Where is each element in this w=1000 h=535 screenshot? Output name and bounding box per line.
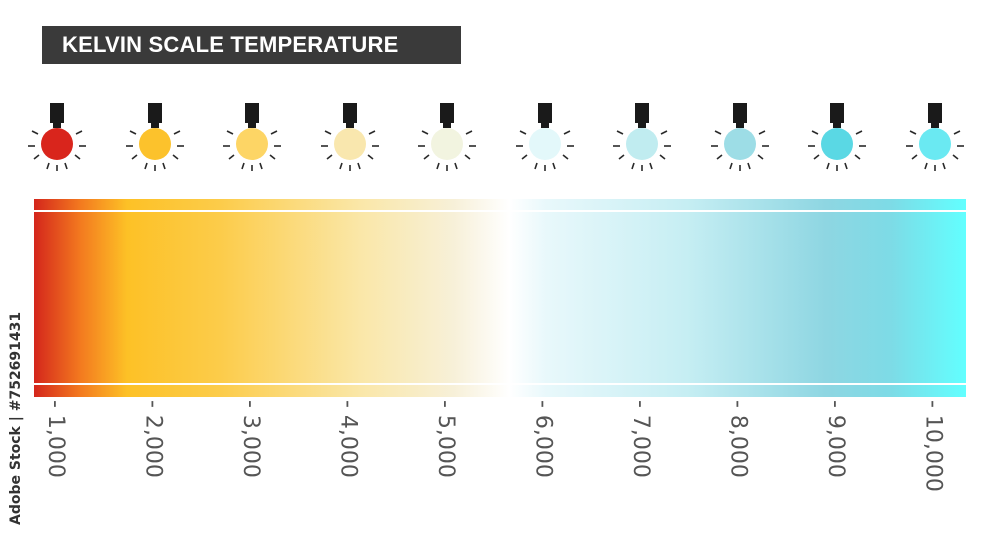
light-bulb-icon — [22, 95, 92, 180]
scale-tick-label: - 5,000 — [433, 400, 458, 478]
light-bulb-icon — [412, 95, 482, 180]
scale-tick-label: - 10,000 — [920, 400, 946, 492]
scale-ticks: - 1,000 - 2,000 - 3,000 - 4,000 - 5,000 - 6,0… — [0, 400, 1000, 535]
scale-tick-label: - 9,000 — [823, 400, 848, 478]
bar-top-line — [34, 210, 966, 212]
kelvin-gradient-bar — [34, 199, 966, 397]
stock-id-label: Adobe Stock | #752691431 — [8, 311, 24, 525]
scale-tick-label: - 7,000 — [628, 400, 653, 478]
scale-tick-label: - 3,000 — [238, 400, 263, 478]
bar-bottom-line — [34, 383, 966, 385]
title-banner: KELVIN SCALE TEMPERATURE — [42, 26, 461, 64]
scale-tick-label: - 8,000 — [725, 400, 751, 478]
scale-tick-label: - 4,000 — [335, 400, 361, 478]
scale-tick-label: - 1,000 — [43, 400, 68, 478]
bulb-row — [0, 95, 1000, 185]
light-bulb-icon — [900, 95, 970, 180]
scale-tick-label: - 6,000 — [530, 400, 556, 478]
light-bulb-icon — [705, 95, 775, 180]
light-bulb-icon — [120, 95, 190, 180]
light-bulb-icon — [315, 95, 385, 180]
light-bulb-icon — [607, 95, 677, 180]
light-bulb-icon — [510, 95, 580, 180]
scale-tick-label: - 2,000 — [140, 400, 166, 478]
light-bulb-icon — [802, 95, 872, 180]
page-title: KELVIN SCALE TEMPERATURE — [62, 32, 399, 57]
light-bulb-icon — [217, 95, 287, 180]
